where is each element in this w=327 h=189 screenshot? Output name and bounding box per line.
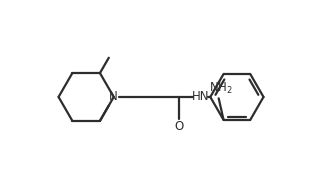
Text: NH$_2$: NH$_2$: [209, 81, 232, 96]
Text: O: O: [174, 120, 183, 133]
Text: N: N: [109, 91, 118, 103]
Text: HN: HN: [192, 91, 209, 103]
